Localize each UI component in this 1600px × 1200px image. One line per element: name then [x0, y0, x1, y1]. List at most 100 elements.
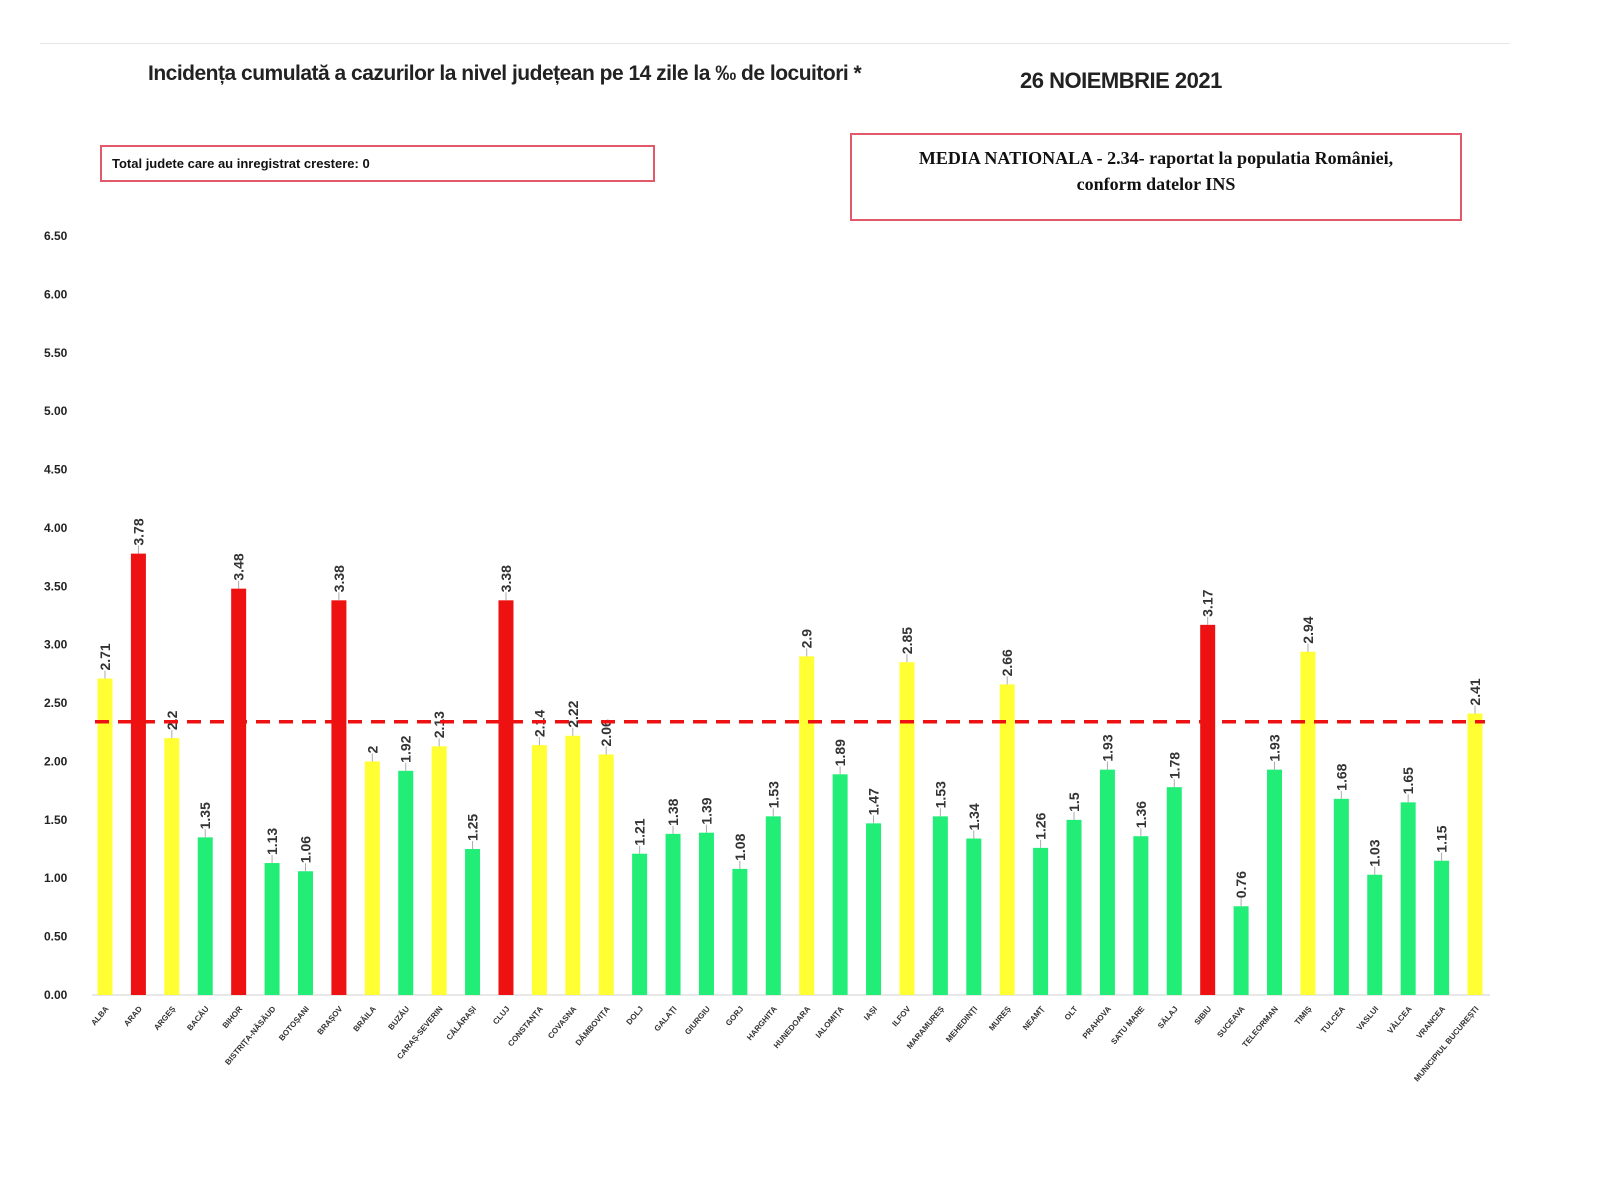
y-tick-label: 6.00 [44, 287, 68, 301]
y-tick-label: 6.50 [44, 229, 68, 243]
data-label: 2.9 [799, 629, 815, 649]
bar-olt [1066, 819, 1082, 995]
bar-suceava [1233, 906, 1249, 995]
data-label: 0.76 [1233, 871, 1249, 898]
bar-municipiul-bucurești [1467, 713, 1483, 995]
x-tick-label: OLT [1063, 1004, 1080, 1022]
x-tick-label: GALAȚI [653, 1005, 679, 1034]
x-tick-label: CLUJ [491, 1005, 511, 1027]
x-tick-label: HARGHITA [745, 1004, 779, 1042]
bar-dolj [632, 853, 648, 995]
data-label: 2.06 [598, 719, 614, 746]
bar-bihor [231, 588, 247, 995]
bar-neamț [1033, 847, 1049, 995]
data-label: 1.13 [264, 828, 280, 855]
data-label: 3.48 [231, 553, 247, 580]
data-label: 1.65 [1400, 767, 1416, 794]
data-label: 1.78 [1166, 752, 1182, 779]
x-tick-label: SATU MARE [1109, 1004, 1147, 1046]
chart-date: 26 NOIEMBRIE 2021 [1020, 68, 1222, 93]
data-label: 3.38 [331, 565, 347, 592]
data-label: 1.03 [1367, 839, 1383, 866]
data-label: 1.06 [297, 836, 313, 863]
y-tick-label: 1.50 [44, 813, 68, 827]
national-average-line2: conform datelor INS [1076, 174, 1236, 194]
x-tick-label: CĂLĂRAȘI [445, 1005, 478, 1042]
y-tick-label: 4.50 [44, 463, 68, 477]
bar-dâmbovița [598, 754, 614, 995]
bar-prahova [1099, 769, 1115, 995]
data-label: 2.94 [1300, 616, 1316, 643]
x-tick-label: IAȘI [862, 1005, 879, 1023]
data-label: 2.13 [431, 711, 447, 738]
y-tick-label: 2.50 [44, 696, 68, 710]
data-label: 1.93 [1099, 734, 1115, 761]
data-label: 1.53 [765, 781, 781, 808]
bar-alba [97, 678, 113, 995]
y-tick-label: 5.00 [44, 404, 68, 418]
y-tick-label: 3.00 [44, 638, 68, 652]
top-divider [40, 43, 1510, 44]
data-label: 1.68 [1333, 763, 1349, 790]
data-label: 1.39 [698, 797, 714, 824]
data-label: 2 [364, 745, 380, 753]
bar-mehedinți [966, 838, 982, 995]
x-tick-label: BIHOR [221, 1004, 245, 1030]
bar-sibiu [1200, 624, 1216, 995]
chart-title: Incidența cumulată a cazurilor la nivel … [148, 62, 862, 85]
data-label: 3.78 [130, 518, 146, 545]
bar-arad [130, 553, 146, 995]
x-tick-label: VÂLCEA [1386, 1004, 1414, 1035]
x-tick-label: SUCEAVA [1215, 1004, 1246, 1039]
bar-argeș [164, 738, 180, 995]
data-label: 3.38 [498, 565, 514, 592]
x-tick-label: BACĂU [185, 1004, 211, 1032]
x-tick-label: MUREȘ [987, 1004, 1013, 1032]
bar-galați [665, 833, 681, 995]
bar-satu-mare [1133, 836, 1149, 995]
x-tick-label: NEAMȚ [1021, 1004, 1046, 1032]
bar-gorj [732, 868, 748, 995]
y-tick-label: 1.00 [44, 871, 68, 885]
bar-tulcea [1333, 798, 1349, 995]
x-tick-label: ARGEȘ [152, 1004, 178, 1032]
x-tick-label: DOLJ [625, 1005, 646, 1027]
bar-giurgiu [698, 832, 714, 995]
bar-maramureș [932, 816, 948, 995]
x-tick-label: BOTOȘANI [277, 1005, 311, 1043]
data-label: 1.89 [832, 739, 848, 766]
bar-bacău [197, 837, 213, 995]
bar-teleorman [1267, 769, 1283, 995]
x-tick-label: ARAD [122, 1004, 144, 1028]
data-label: 1.47 [866, 788, 882, 815]
bar-covasna [565, 735, 581, 995]
y-tick-label: 3.50 [44, 579, 68, 593]
data-label: 1.5 [1066, 792, 1082, 812]
bar-hunedoara [799, 656, 815, 995]
data-label: 1.21 [632, 818, 648, 845]
y-tick-label: 2.00 [44, 754, 68, 768]
bar-mureș [999, 684, 1015, 995]
bar-iași [866, 823, 882, 995]
x-tick-label: BUZĂU [386, 1004, 411, 1031]
bar-ilfov [899, 662, 915, 995]
bar-brașov [331, 600, 347, 995]
bar-botoșani [297, 871, 313, 995]
x-tick-label: TELEORMAN [1241, 1004, 1281, 1049]
bar-vâlcea [1400, 802, 1416, 995]
data-label: 1.26 [1033, 812, 1049, 839]
data-label: 2.22 [565, 700, 581, 727]
data-label: 2.41 [1467, 678, 1483, 705]
x-tick-label: MUNICIPIUL BUCUREȘTI [1412, 1005, 1480, 1084]
x-tick-label: BRAȘOV [316, 1004, 345, 1037]
bar-ialomița [832, 774, 848, 995]
data-label: 3.17 [1200, 589, 1216, 616]
bar-caraș-severin [431, 746, 447, 995]
data-label: 1.34 [966, 803, 982, 830]
bar-brăila [364, 761, 380, 995]
x-tick-label: GIURGIU [683, 1004, 712, 1036]
y-tick-label: 0.00 [44, 988, 68, 1002]
x-tick-label: COVASNA [546, 1004, 578, 1040]
x-tick-label: VRANCEA [1415, 1004, 1447, 1040]
